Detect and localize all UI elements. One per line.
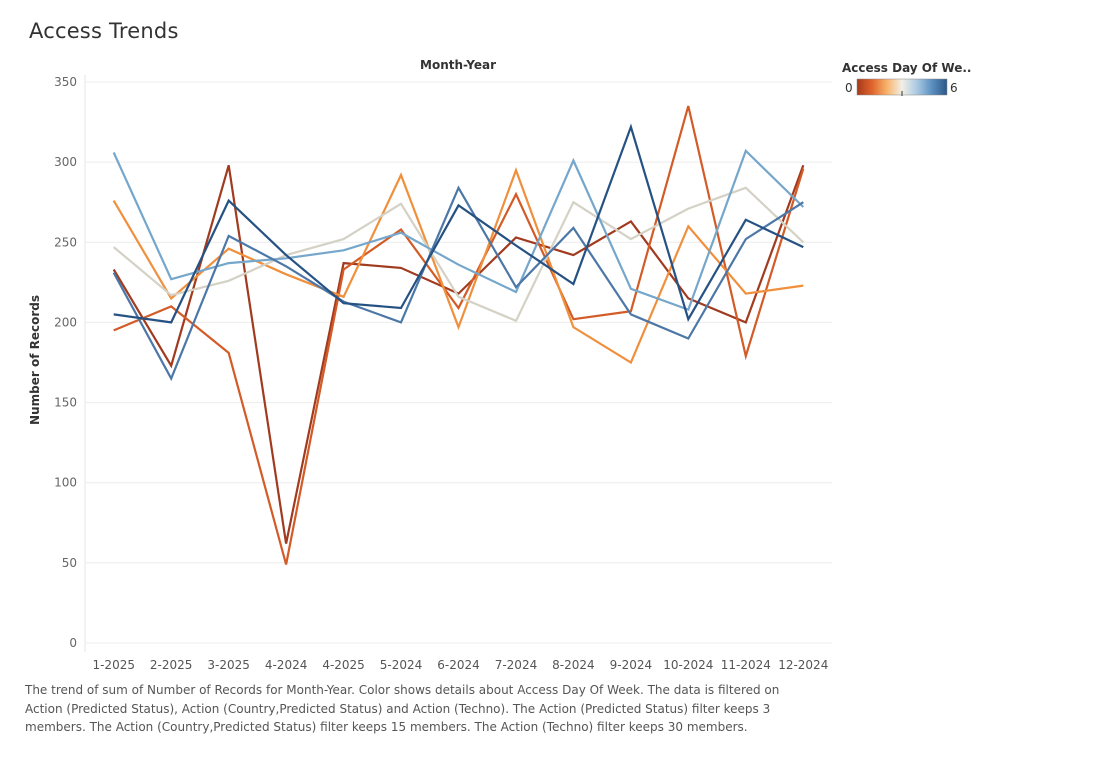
x-tick-label: 2-2025 [150,658,193,672]
series-line-5[interactable] [112,185,804,382]
series-line-0[interactable] [112,164,805,544]
series-line-2[interactable] [112,166,804,365]
x-tick-label: 5-2024 [380,658,423,672]
y-tick-label: 50 [62,556,77,570]
series-line-1[interactable] [113,105,805,565]
series-line-3[interactable] [112,186,805,323]
y-tick-label: 350 [54,75,77,89]
y-tick-label: 0 [69,636,77,650]
x-tick-label: 3-2025 [207,658,250,672]
y-tick-label: 200 [54,315,77,329]
y-tick-label: 100 [54,476,77,490]
x-tick-label: 9-2024 [610,658,653,672]
chart-caption: The trend of sum of Number of Records fo… [25,683,780,734]
y-axis-title: Number of Records [28,295,42,425]
x-axis: 1-2025 2-2025 3-2025 4-2024 4-2025 5-2024 6-20… [92,658,828,672]
x-tick-label: 10-2024 [663,658,713,672]
x-tick-label: 11-2024 [721,658,771,672]
page-title: Access Trends [29,19,179,43]
y-tick-label: 150 [54,396,77,410]
x-tick-label: 6-2024 [437,658,480,672]
x-tick-label: 12-2024 [778,658,828,672]
x-tick-label: 8-2024 [552,658,595,672]
top-axis-label: Month-Year [420,58,496,72]
series-line-6[interactable] [113,123,804,324]
y-tick-label: 250 [54,235,77,249]
legend-min-label: 0 [845,81,853,95]
x-tick-label: 4-2025 [322,658,365,672]
x-tick-label: 4-2024 [265,658,308,672]
y-axis: 0 50 100 150 200 250 300 350 [54,75,77,650]
gridlines [84,75,832,652]
legend-max-label: 6 [950,81,958,95]
series-lines[interactable] [112,105,805,565]
x-tick-label: 1-2025 [92,658,135,672]
y-tick-label: 300 [54,155,77,169]
legend-title: Access Day Of We.. [842,61,971,75]
series-line-4[interactable] [112,148,805,312]
x-tick-label: 7-2024 [495,658,538,672]
